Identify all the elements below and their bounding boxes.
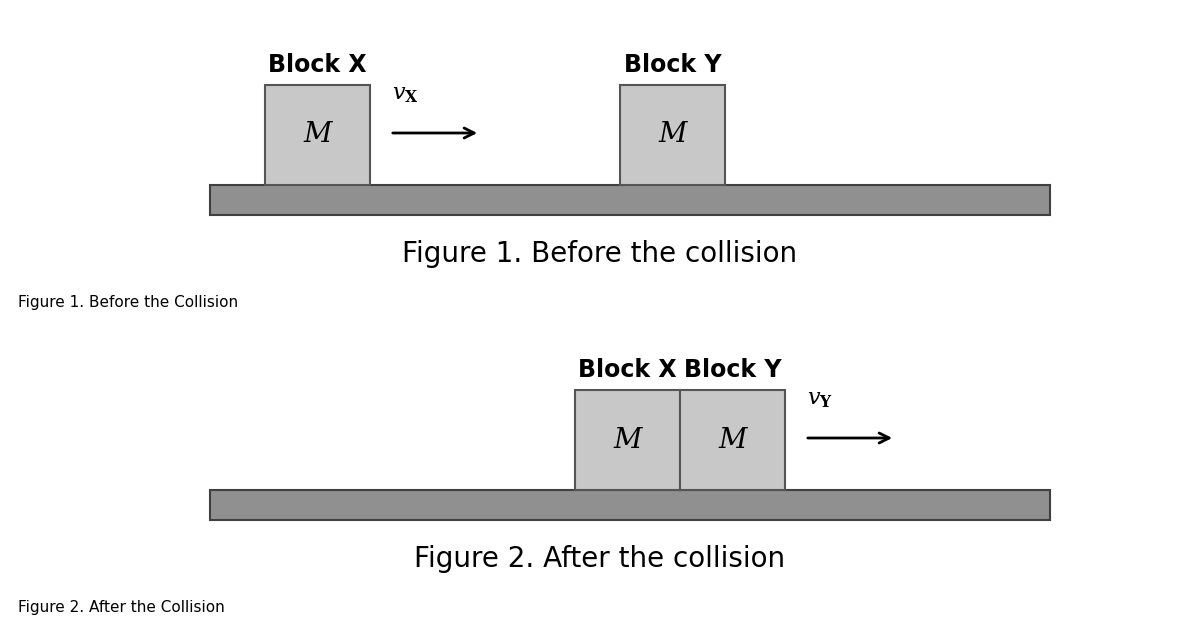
Text: Block Y: Block Y	[624, 53, 721, 77]
Text: M: M	[719, 427, 746, 453]
Text: Figure 2. After the Collision: Figure 2. After the Collision	[18, 600, 224, 615]
Bar	[210, 185, 1050, 215]
Bar	[680, 390, 785, 490]
Text: Block X: Block X	[268, 53, 367, 77]
Text: M: M	[304, 122, 331, 148]
Text: Block Y: Block Y	[684, 358, 781, 382]
Bar	[620, 85, 725, 185]
Bar	[210, 490, 1050, 520]
Text: M: M	[613, 427, 642, 453]
Text: Figure 1. Before the Collision: Figure 1. Before the Collision	[18, 295, 238, 310]
Text: $v_{\mathbf{Y}}$: $v_{\mathbf{Y}}$	[808, 390, 833, 410]
Text: M: M	[659, 122, 686, 148]
Text: Figure 2. After the collision: Figure 2. After the collision	[414, 545, 786, 573]
Bar	[265, 85, 370, 185]
Text: $v_{\mathbf{X}}$: $v_{\mathbf{X}}$	[392, 85, 419, 105]
Text: Figure 1. Before the collision: Figure 1. Before the collision	[402, 240, 798, 268]
Bar	[575, 390, 680, 490]
Text: Block X: Block X	[578, 358, 677, 382]
